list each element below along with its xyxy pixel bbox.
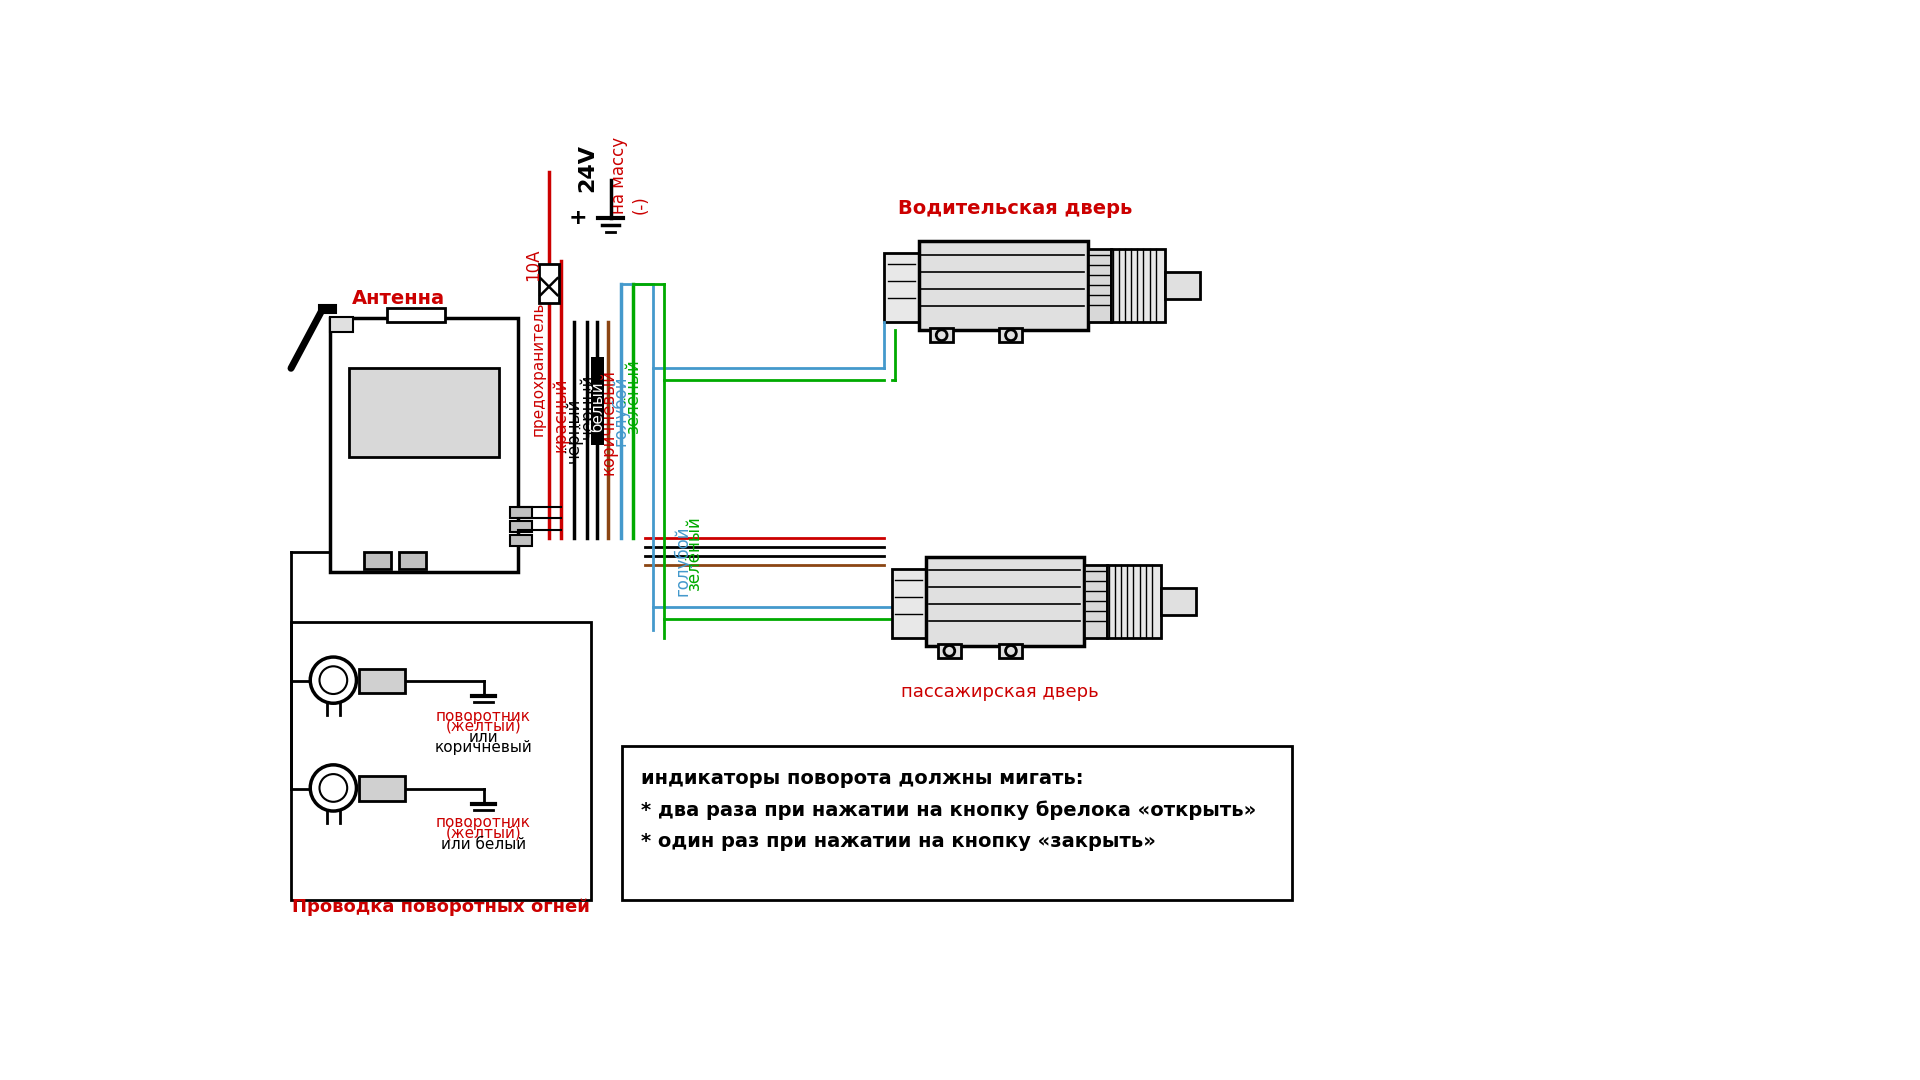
Text: 24V: 24V (578, 144, 597, 192)
Bar (929, 328, 952, 342)
Bar (540, 265, 559, 302)
Bar (1162, 588, 1196, 615)
Bar (359, 777, 405, 801)
Bar (511, 521, 532, 532)
Text: Проводка поворотных огней: Проводка поворотных огней (292, 899, 589, 916)
Text: пассажирская дверь: пассажирская дверь (900, 683, 1098, 701)
Text: или белый: или белый (442, 837, 526, 852)
Text: поворотник: поворотник (436, 708, 532, 724)
Bar (1000, 328, 1023, 342)
Text: красный: красный (551, 377, 570, 451)
Text: чёрный: чёрный (578, 374, 597, 440)
Bar (511, 535, 532, 546)
Text: белый: белый (589, 381, 605, 432)
Text: (жёлтый): (жёлтый) (445, 825, 522, 840)
Bar (1165, 272, 1200, 299)
Text: зелёный: зелёный (685, 516, 703, 591)
Text: голубой: голубой (611, 376, 630, 446)
Text: 10А: 10А (524, 248, 543, 281)
Bar (883, 253, 918, 322)
Bar (1000, 644, 1023, 658)
Text: или: или (468, 730, 499, 745)
Bar (330, 316, 353, 333)
Bar (330, 319, 518, 572)
Text: индикаторы поворота должны мигать:
* два раза при нажатии на кнопку брелока «отк: индикаторы поворота должны мигать: * два… (641, 769, 1256, 851)
Bar (918, 241, 1089, 329)
Bar (511, 507, 532, 518)
Bar (937, 644, 960, 658)
Bar (359, 669, 405, 693)
Text: +: + (568, 208, 588, 228)
Bar (319, 306, 336, 313)
Bar (622, 745, 1292, 900)
Text: голубой: голубой (674, 526, 691, 596)
Text: на массу
(-): на массу (-) (611, 137, 649, 214)
Bar (349, 368, 499, 457)
Bar (1108, 565, 1162, 638)
Text: поворотник: поворотник (436, 815, 532, 831)
Bar (365, 552, 392, 568)
Text: чёрный: чёрный (564, 397, 582, 462)
Bar (292, 622, 591, 900)
Bar (388, 308, 445, 322)
Bar (891, 568, 925, 638)
Text: зелёный: зелёный (624, 357, 641, 433)
Text: Водительская дверь: Водительская дверь (899, 200, 1133, 218)
Bar (399, 552, 426, 568)
Text: коричневый: коричневый (434, 741, 532, 755)
Text: коричневый: коричневый (599, 369, 616, 475)
Bar (1085, 565, 1108, 638)
Text: Антенна: Антенна (351, 289, 445, 309)
Bar (925, 557, 1085, 646)
Text: (жёлтый): (жёлтый) (445, 719, 522, 733)
Text: предохранитель: предохранитель (530, 301, 545, 435)
Bar (1112, 249, 1165, 322)
Bar (591, 356, 603, 445)
Bar (1089, 249, 1112, 322)
